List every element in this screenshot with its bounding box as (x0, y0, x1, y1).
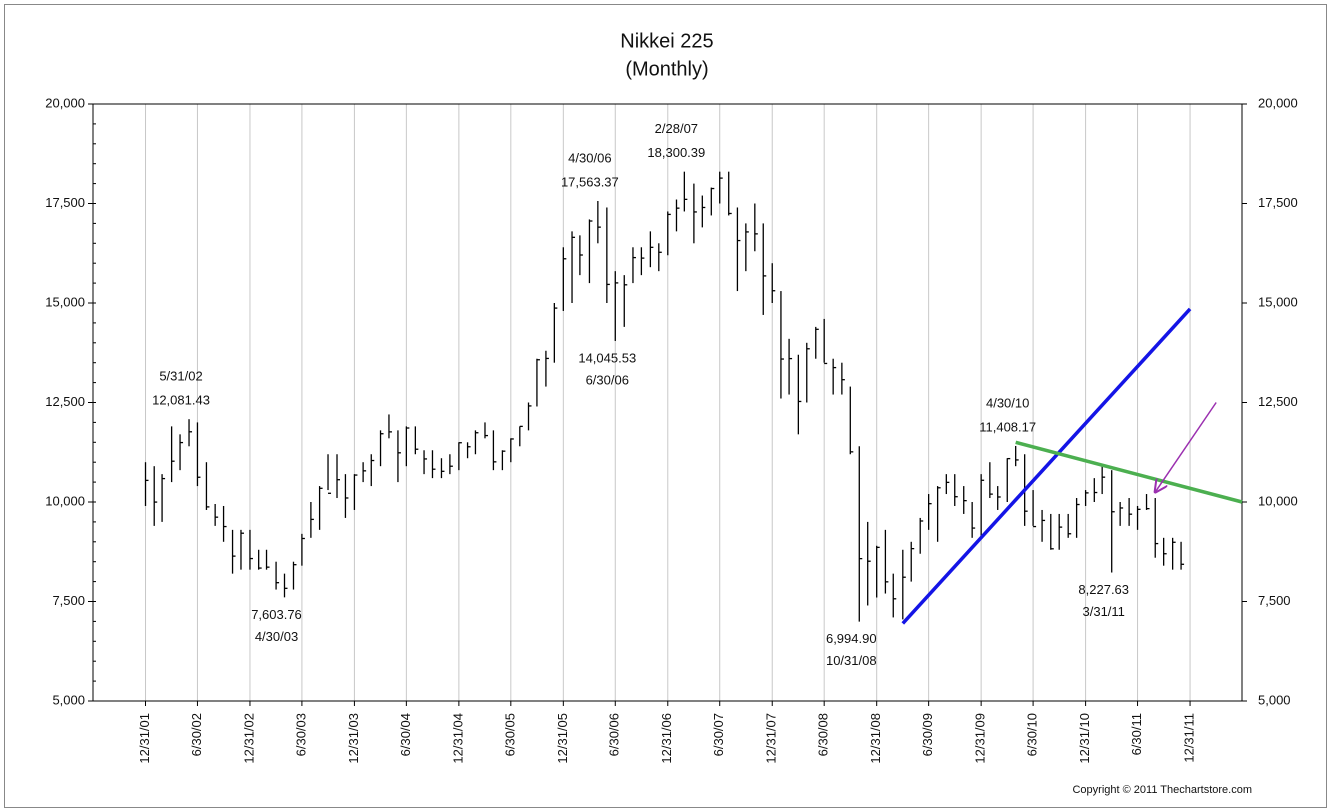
x-tick-label: 12/31/01 (137, 713, 152, 764)
annotation-value: 11,408.17 (979, 419, 1036, 434)
trend-line (1015, 440, 1243, 504)
x-tick-label: 12/31/04 (450, 713, 465, 764)
annotation-date: 4/30/10 (986, 395, 1029, 410)
x-tick-label: 12/31/05 (555, 713, 570, 764)
annotation-date: 3/31/11 (1083, 604, 1125, 619)
trend-line (901, 307, 1192, 625)
trend-line (1155, 402, 1217, 493)
annotation-value: 8,227.63 (1078, 582, 1129, 597)
y2-tick-label: 5,000 (1258, 692, 1291, 707)
annotation-date: 10/31/08 (826, 653, 877, 668)
annotation-date: 5/31/02 (159, 369, 202, 384)
x-tick-label: 6/30/07 (711, 713, 726, 756)
y-tick-label: 10,000 (45, 493, 85, 508)
x-tick-label: 6/30/04 (398, 713, 413, 756)
annotation-value: 6,994.90 (826, 631, 877, 646)
y2-tick-label: 10,000 (1258, 493, 1298, 508)
chart-subtitle: (Monthly) (625, 58, 708, 80)
x-tick-label: 6/30/09 (920, 713, 935, 756)
x-tick-label: 12/31/07 (764, 713, 779, 764)
x-tick-label: 12/31/10 (1077, 713, 1092, 764)
y2-tick-label: 7,500 (1258, 593, 1291, 608)
y-tick-label: 20,000 (45, 95, 85, 110)
annotation-value: 18,300.39 (647, 145, 705, 160)
x-tick-label: 6/30/05 (502, 713, 517, 756)
x-tick-label: 6/30/06 (607, 713, 622, 756)
x-tick-label: 12/31/02 (241, 713, 256, 764)
x-tick-label: 12/31/09 (973, 713, 988, 764)
annotation-date: 4/30/06 (568, 150, 611, 165)
x-tick-label: 12/31/08 (868, 713, 883, 764)
annotation-value: 7,603.76 (251, 607, 302, 622)
y2-tick-label: 15,000 (1258, 294, 1298, 309)
y-tick-label: 5,000 (52, 692, 85, 707)
x-tick-label: 6/30/08 (816, 713, 831, 756)
y2-tick-label: 17,500 (1258, 195, 1298, 210)
x-tick-label: 6/30/03 (293, 713, 308, 756)
annotation-value: 14,045.53 (578, 350, 636, 365)
x-tick-label: 6/30/10 (1025, 713, 1040, 756)
x-tick-label: 6/30/02 (189, 713, 204, 756)
chart-title: Nikkei 225 (620, 30, 713, 52)
annotation-value: 12,081.43 (152, 393, 210, 408)
y-tick-label: 15,000 (45, 294, 85, 309)
x-tick-label: 12/31/11 (1181, 713, 1196, 763)
annotation-date: 2/28/07 (655, 121, 698, 136)
annotation-value: 17,563.37 (561, 174, 619, 189)
x-tick-label: 6/30/11 (1129, 713, 1144, 755)
y-tick-label: 7,500 (52, 593, 85, 608)
y2-tick-label: 12,500 (1258, 394, 1298, 409)
x-tick-label: 12/31/06 (659, 713, 674, 764)
y-tick-label: 12,500 (45, 394, 85, 409)
annotation-date: 4/30/03 (255, 629, 298, 644)
x-tick-label: 12/31/03 (346, 713, 361, 764)
annotation-date: 6/30/06 (586, 372, 629, 387)
copyright: Copyright © 2011 Thechartstore.com (1072, 784, 1252, 796)
y-tick-label: 17,500 (45, 195, 85, 210)
frame (4, 4, 1327, 808)
y2-tick-label: 20,000 (1258, 95, 1298, 110)
